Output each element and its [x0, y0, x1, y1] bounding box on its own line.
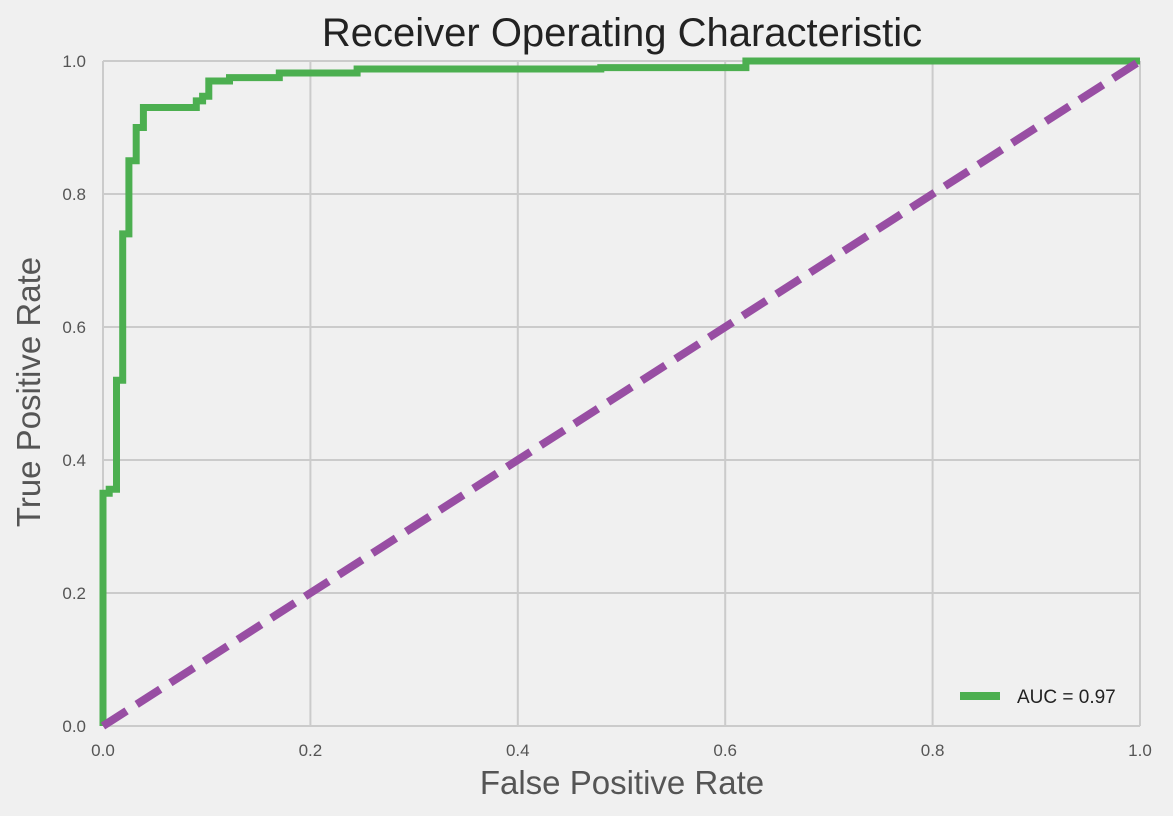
tick-layer: 0.0 0.2 0.4 0.6 0.8 1.0 0.0 0.2 0.4 0.6 0.8 1.0 — [62, 52, 1151, 760]
y-axis-title: True Positive Rate — [10, 257, 47, 527]
series-layer — [99, 57, 1143, 730]
y-tick-label: 0.8 — [62, 185, 86, 204]
x-tick-label: 0.8 — [921, 741, 945, 760]
grid-layer — [102, 60, 1141, 727]
x-axis-title: False Positive Rate — [480, 764, 764, 801]
x-tick-label: 0.2 — [299, 741, 323, 760]
legend-label-auc: AUC = 0.97 — [1017, 687, 1116, 708]
x-tick-label: 0.6 — [713, 741, 737, 760]
diagonal-reference-line — [100, 57, 1143, 730]
roc-curve-line — [99, 57, 1140, 726]
x-tick-label: 0.0 — [91, 741, 115, 760]
y-tick-label: 0.0 — [62, 717, 86, 736]
y-tick-label: 0.6 — [62, 318, 86, 337]
y-tick-label: 0.4 — [62, 451, 86, 470]
x-tick-label: 1.0 — [1128, 741, 1152, 760]
legend: AUC = 0.97 — [960, 687, 1116, 708]
x-tick-label: 0.4 — [506, 741, 530, 760]
y-tick-label: 1.0 — [62, 52, 86, 71]
y-tick-label: 0.2 — [62, 584, 86, 603]
chart-title: Receiver Operating Characteristic — [322, 11, 922, 55]
